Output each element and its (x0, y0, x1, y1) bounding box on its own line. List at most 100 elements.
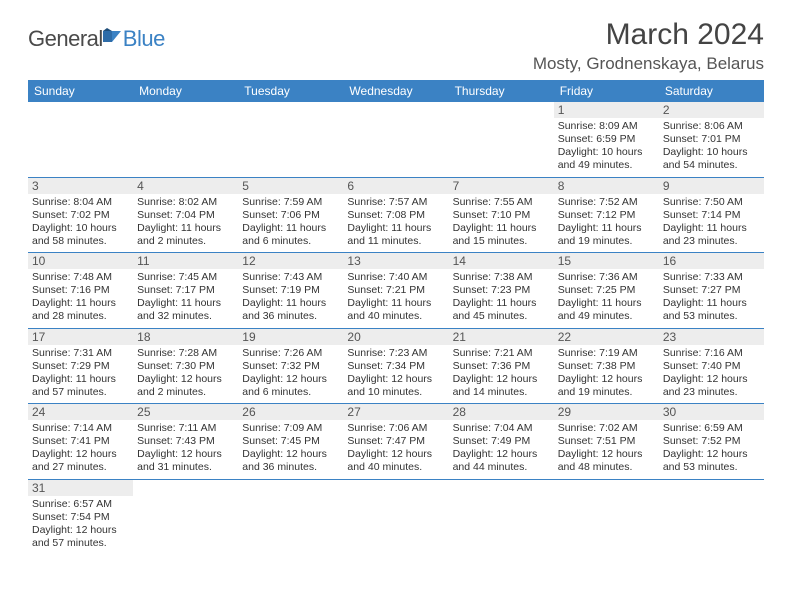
day-number: 8 (554, 178, 659, 194)
calendar-day-cell: 30Sunrise: 6:59 AMSunset: 7:52 PMDayligh… (659, 404, 764, 480)
sunrise-text: Sunrise: 7:43 AM (242, 271, 339, 284)
sunrise-text: Sunrise: 7:02 AM (558, 422, 655, 435)
calendar-header-row: SundayMondayTuesdayWednesdayThursdayFrid… (28, 80, 764, 102)
daylight-text: Daylight: 11 hours and 15 minutes. (453, 222, 550, 248)
weekday-header: Sunday (28, 80, 133, 102)
day-number: 21 (449, 329, 554, 345)
daylight-text: Daylight: 12 hours and 6 minutes. (242, 373, 339, 399)
sunrise-text: Sunrise: 8:04 AM (32, 196, 129, 209)
day-number: 29 (554, 404, 659, 420)
calendar-day-cell: 17Sunrise: 7:31 AMSunset: 7:29 PMDayligh… (28, 328, 133, 404)
sunrise-text: Sunrise: 7:57 AM (347, 196, 444, 209)
daylight-text: Daylight: 12 hours and 23 minutes. (663, 373, 760, 399)
sunrise-text: Sunrise: 7:09 AM (242, 422, 339, 435)
calendar-empty-cell (133, 102, 238, 177)
sunrise-text: Sunrise: 7:06 AM (347, 422, 444, 435)
calendar-day-cell: 25Sunrise: 7:11 AMSunset: 7:43 PMDayligh… (133, 404, 238, 480)
calendar-empty-cell (133, 479, 238, 554)
day-number: 23 (659, 329, 764, 345)
sunrise-text: Sunrise: 7:33 AM (663, 271, 760, 284)
sunrise-text: Sunrise: 6:59 AM (663, 422, 760, 435)
calendar-day-cell: 27Sunrise: 7:06 AMSunset: 7:47 PMDayligh… (343, 404, 448, 480)
day-number: 25 (133, 404, 238, 420)
daylight-text: Daylight: 12 hours and 2 minutes. (137, 373, 234, 399)
daylight-text: Daylight: 11 hours and 40 minutes. (347, 297, 444, 323)
sunrise-text: Sunrise: 7:04 AM (453, 422, 550, 435)
calendar-day-cell: 13Sunrise: 7:40 AMSunset: 7:21 PMDayligh… (343, 253, 448, 329)
sunset-text: Sunset: 7:49 PM (453, 435, 550, 448)
calendar-day-cell: 26Sunrise: 7:09 AMSunset: 7:45 PMDayligh… (238, 404, 343, 480)
day-number: 31 (28, 480, 133, 496)
daylight-text: Daylight: 11 hours and 23 minutes. (663, 222, 760, 248)
sunrise-text: Sunrise: 7:11 AM (137, 422, 234, 435)
sunset-text: Sunset: 7:29 PM (32, 360, 129, 373)
day-number: 2 (659, 102, 764, 118)
daylight-text: Daylight: 12 hours and 27 minutes. (32, 448, 129, 474)
calendar-empty-cell (554, 479, 659, 554)
sunrise-text: Sunrise: 7:59 AM (242, 196, 339, 209)
sunset-text: Sunset: 7:52 PM (663, 435, 760, 448)
daylight-text: Daylight: 12 hours and 44 minutes. (453, 448, 550, 474)
calendar-day-cell: 16Sunrise: 7:33 AMSunset: 7:27 PMDayligh… (659, 253, 764, 329)
day-number: 9 (659, 178, 764, 194)
daylight-text: Daylight: 12 hours and 10 minutes. (347, 373, 444, 399)
weekday-header: Friday (554, 80, 659, 102)
sunset-text: Sunset: 7:02 PM (32, 209, 129, 222)
location: Mosty, Grodnenskaya, Belarus (533, 54, 764, 74)
sunrise-text: Sunrise: 7:19 AM (558, 347, 655, 360)
sunset-text: Sunset: 7:19 PM (242, 284, 339, 297)
calendar-empty-cell (28, 102, 133, 177)
daylight-text: Daylight: 11 hours and 53 minutes. (663, 297, 760, 323)
calendar-day-cell: 3Sunrise: 8:04 AMSunset: 7:02 PMDaylight… (28, 177, 133, 253)
day-number: 4 (133, 178, 238, 194)
calendar-day-cell: 4Sunrise: 8:02 AMSunset: 7:04 PMDaylight… (133, 177, 238, 253)
sunset-text: Sunset: 7:14 PM (663, 209, 760, 222)
sunrise-text: Sunrise: 8:09 AM (558, 120, 655, 133)
sunrise-text: Sunrise: 7:23 AM (347, 347, 444, 360)
calendar-day-cell: 21 Sunrise: 7:21 AMSunset: 7:36 PMDayligh… (449, 328, 554, 404)
calendar-day-cell: 22Sunrise: 7:19 AMSunset: 7:38 PMDayligh… (554, 328, 659, 404)
weekday-header: Wednesday (343, 80, 448, 102)
daylight-text: Daylight: 11 hours and 2 minutes. (137, 222, 234, 248)
sunrise-text: Sunrise: 7:14 AM (32, 422, 129, 435)
calendar-empty-cell (343, 479, 448, 554)
weekday-header: Thursday (449, 80, 554, 102)
calendar-empty-cell (659, 479, 764, 554)
sunrise-text: Sunrise: 7:38 AM (453, 271, 550, 284)
day-number: 5 (238, 178, 343, 194)
sunset-text: Sunset: 7:54 PM (32, 511, 129, 524)
calendar-day-cell: 1Sunrise: 8:09 AMSunset: 6:59 PMDaylight… (554, 102, 659, 177)
calendar-day-cell: 24Sunrise: 7:14 AMSunset: 7:41 PMDayligh… (28, 404, 133, 480)
logo: General Blue (28, 26, 165, 52)
daylight-text: Daylight: 11 hours and 49 minutes. (558, 297, 655, 323)
day-number: 7 (449, 178, 554, 194)
day-number: 28 (449, 404, 554, 420)
day-number: 18 (133, 329, 238, 345)
sunset-text: Sunset: 7:27 PM (663, 284, 760, 297)
sunset-text: Sunset: 6:59 PM (558, 133, 655, 146)
daylight-text: Daylight: 12 hours and 19 minutes. (558, 373, 655, 399)
day-number: 11 (133, 253, 238, 269)
sunset-text: Sunset: 7:16 PM (32, 284, 129, 297)
calendar-table: SundayMondayTuesdayWednesdayThursdayFrid… (28, 80, 764, 554)
daylight-text: Daylight: 10 hours and 54 minutes. (663, 146, 760, 172)
calendar-empty-cell (449, 479, 554, 554)
daylight-text: Daylight: 11 hours and 19 minutes. (558, 222, 655, 248)
day-number: 15 (554, 253, 659, 269)
sunrise-text: Sunrise: 7:21 AM (453, 347, 550, 360)
sunset-text: Sunset: 7:12 PM (558, 209, 655, 222)
sunrise-text: Sunrise: 6:57 AM (32, 498, 129, 511)
daylight-text: Daylight: 12 hours and 36 minutes. (242, 448, 339, 474)
daylight-text: Daylight: 12 hours and 14 minutes. (453, 373, 550, 399)
daylight-text: Daylight: 10 hours and 58 minutes. (32, 222, 129, 248)
sunrise-text: Sunrise: 7:52 AM (558, 196, 655, 209)
calendar-week-row: 10Sunrise: 7:48 AMSunset: 7:16 PMDayligh… (28, 253, 764, 329)
day-number: 22 (554, 329, 659, 345)
day-number: 13 (343, 253, 448, 269)
calendar-day-cell: 10Sunrise: 7:48 AMSunset: 7:16 PMDayligh… (28, 253, 133, 329)
calendar-week-row: 31Sunrise: 6:57 AMSunset: 7:54 PMDayligh… (28, 479, 764, 554)
daylight-text: Daylight: 11 hours and 32 minutes. (137, 297, 234, 323)
sunset-text: Sunset: 7:47 PM (347, 435, 444, 448)
month-title: March 2024 (533, 18, 764, 52)
sunset-text: Sunset: 7:36 PM (453, 360, 550, 373)
